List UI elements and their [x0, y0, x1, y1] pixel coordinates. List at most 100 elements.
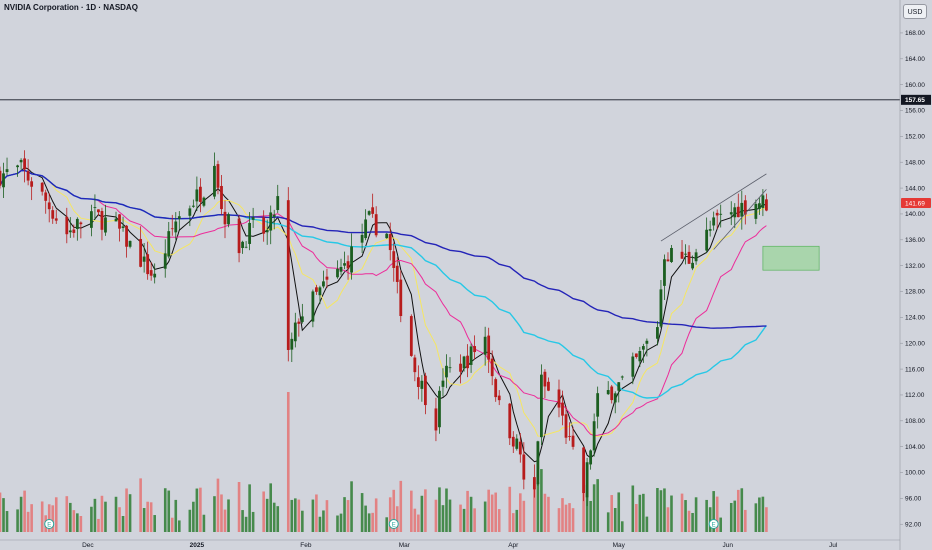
volume-bar — [248, 484, 251, 532]
candle-body — [659, 289, 663, 327]
volume-bar — [142, 508, 146, 532]
time-tick-label: May — [613, 542, 626, 549]
candle-body — [265, 229, 269, 233]
candle-body — [364, 219, 368, 239]
candle-body — [592, 421, 596, 451]
volume-bar — [638, 494, 642, 532]
price-tick-label: 152.00 — [905, 134, 925, 141]
candle-body — [163, 253, 167, 269]
candle-body — [511, 436, 515, 447]
candle-body — [413, 357, 417, 373]
volume-bar — [51, 505, 55, 532]
price-tick-label: 168.00 — [905, 30, 925, 37]
candle-body — [754, 203, 758, 219]
candle-body — [251, 217, 255, 220]
candle-body — [518, 441, 522, 455]
volume-bar — [754, 503, 758, 532]
volume-bar — [97, 518, 100, 532]
volume-bar — [410, 490, 413, 532]
candle-body — [177, 216, 181, 219]
candle-body — [360, 234, 364, 243]
candle-body — [121, 226, 125, 228]
candle-body — [585, 462, 589, 498]
candle-body — [420, 380, 424, 389]
volume-bar — [733, 500, 737, 532]
volume-bar — [237, 482, 241, 532]
volume-bar — [5, 511, 9, 532]
volume-bar — [294, 498, 297, 532]
moving-average-line — [0, 169, 767, 437]
candle-body — [694, 252, 698, 262]
volume-bar — [434, 499, 438, 532]
candle-body — [311, 291, 315, 322]
volume-bar — [223, 509, 227, 532]
volume-bar — [395, 506, 399, 532]
volume-bar — [364, 505, 367, 532]
price-tick-label: 100.00 — [905, 470, 925, 477]
candle-body — [68, 230, 72, 233]
price-tick-label: 116.00 — [905, 366, 925, 373]
price-tick-label: 120.00 — [905, 340, 925, 347]
volume-bar — [740, 488, 744, 532]
candle-body — [290, 338, 294, 350]
candle-body — [663, 259, 666, 286]
price-tick-label: 92.00 — [905, 521, 922, 528]
volume-bar — [469, 496, 473, 532]
candle-body — [522, 454, 526, 480]
candle-body — [571, 435, 575, 447]
resistance-badge — [901, 94, 931, 105]
candle-body — [149, 270, 153, 276]
volume-bar — [367, 513, 371, 532]
candle-body — [339, 267, 343, 272]
volume-bar — [536, 482, 540, 532]
volume-bar — [610, 495, 614, 532]
volume-bar — [522, 500, 526, 532]
currency-button[interactable]: USD — [903, 4, 927, 19]
time-tick-label: Jun — [722, 542, 733, 549]
volume-bar — [687, 510, 691, 532]
candle-body — [589, 450, 593, 465]
last-price-badge — [901, 198, 931, 209]
symbol-title: NVIDIA Corporation · 1D · NASDAQ — [4, 3, 138, 12]
candle-body — [596, 393, 600, 417]
candle-body — [30, 181, 34, 187]
candle-body — [195, 189, 199, 202]
candle-body — [733, 207, 737, 218]
candle-body — [346, 261, 350, 269]
candle-body — [740, 202, 744, 217]
volume-bar — [758, 497, 761, 532]
candle-body — [736, 206, 740, 218]
candle-body — [613, 393, 617, 403]
volume-bar — [540, 469, 543, 532]
volume-bar — [100, 495, 104, 532]
price-tick-label: 144.00 — [905, 185, 925, 192]
candle-body — [761, 195, 765, 208]
candle-body — [670, 247, 673, 263]
volume-bar — [322, 510, 325, 532]
earnings-marker-icon — [44, 519, 55, 529]
volume-bar — [360, 493, 364, 532]
volume-bar — [617, 492, 621, 532]
volume-bar — [93, 498, 97, 532]
candle-body — [2, 173, 5, 188]
candle-body — [547, 381, 550, 391]
volume-bar — [445, 488, 448, 532]
volume-bar — [301, 510, 304, 532]
candle-body — [248, 222, 252, 244]
candle-body — [146, 254, 150, 275]
volume-bar — [564, 504, 568, 532]
price-tick-label: 128.00 — [905, 289, 925, 296]
price-tick-label: 96.00 — [905, 496, 922, 503]
volume-bar — [286, 392, 290, 532]
volume-bar — [589, 500, 592, 532]
volume-bar — [635, 504, 638, 532]
candle-body — [392, 251, 396, 268]
volume-bar — [708, 507, 712, 532]
volume-bar — [72, 510, 76, 532]
candle-body — [318, 287, 322, 296]
volume-bar — [399, 480, 403, 532]
candle-body — [262, 217, 266, 234]
